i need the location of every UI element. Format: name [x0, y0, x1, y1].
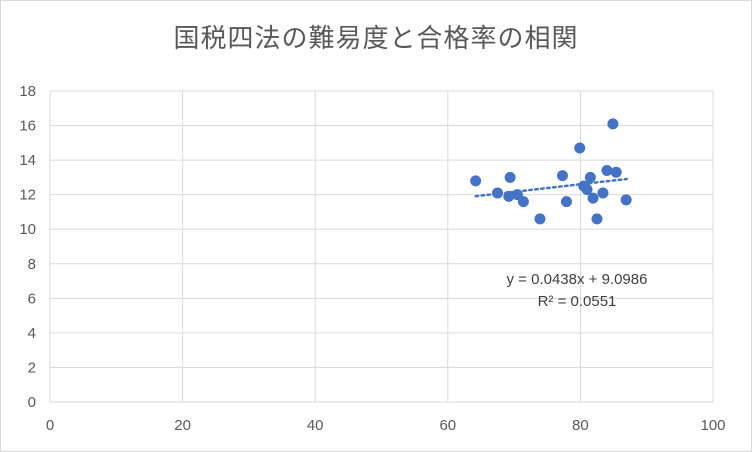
- data-point: [560, 196, 572, 208]
- y-tick-label: 0: [28, 394, 36, 411]
- y-tick-label: 18: [19, 83, 36, 100]
- x-tick-label: 40: [307, 417, 324, 434]
- data-point: [574, 142, 586, 154]
- trendline-labels: y = 0.0438x + 9.0986 R² = 0.0551: [507, 271, 648, 310]
- y-tick-label: 6: [28, 290, 36, 307]
- y-axis-tick-labels: 0 2 4 6 8 10 12 14 16 18: [19, 83, 36, 411]
- data-points: [470, 118, 632, 225]
- x-tick-label: 80: [572, 417, 589, 434]
- data-point: [517, 196, 529, 208]
- data-point: [503, 190, 515, 202]
- data-point: [607, 118, 619, 130]
- gridlines: [49, 90, 714, 403]
- data-point: [556, 170, 568, 182]
- x-axis-tick-labels: 0 20 40 60 80 100: [46, 417, 726, 434]
- x-tick-label: 60: [439, 417, 456, 434]
- data-point: [504, 171, 516, 183]
- y-tick-label: 12: [19, 187, 36, 204]
- data-point: [591, 213, 603, 225]
- data-point: [620, 194, 632, 206]
- data-point: [601, 164, 613, 176]
- y-tick-label: 8: [28, 256, 36, 273]
- y-tick-label: 14: [19, 152, 36, 169]
- x-tick-label: 100: [700, 417, 725, 434]
- trendline-equation: y = 0.0438x + 9.0986: [507, 271, 648, 288]
- data-point: [470, 175, 482, 187]
- y-tick-label: 10: [19, 221, 36, 238]
- y-tick-label: 2: [28, 359, 36, 376]
- y-tick-label: 4: [28, 325, 36, 342]
- x-tick-label: 0: [46, 417, 54, 434]
- data-point: [597, 187, 609, 199]
- trendline-r-squared: R² = 0.0551: [538, 293, 617, 310]
- data-point: [610, 166, 622, 178]
- x-tick-label: 20: [174, 417, 191, 434]
- data-point: [584, 171, 596, 183]
- chart-title: 国税四法の難易度と合格率の相関: [173, 24, 579, 54]
- y-tick-label: 16: [19, 118, 36, 135]
- data-point: [587, 192, 599, 204]
- data-point: [581, 183, 593, 195]
- data-point: [492, 187, 504, 199]
- data-point: [534, 213, 546, 225]
